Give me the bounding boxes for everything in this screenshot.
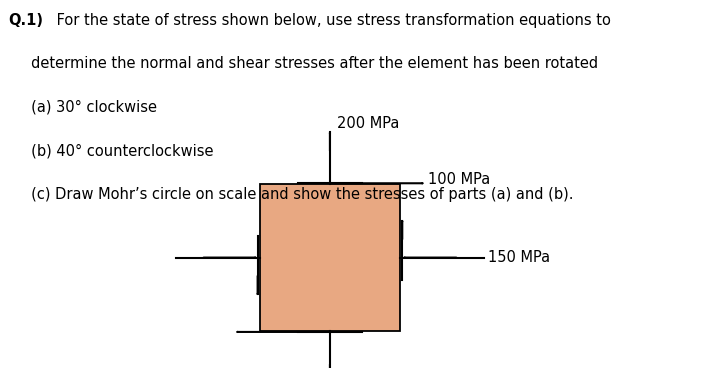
Text: 200 MPa: 200 MPa [337, 116, 399, 131]
Text: Q.1): Q.1) [8, 13, 44, 28]
Text: 150 MPa: 150 MPa [488, 250, 550, 265]
Text: (a) 30° clockwise: (a) 30° clockwise [8, 100, 157, 115]
Bar [260, 184, 400, 331]
Text: 100 MPa: 100 MPa [428, 172, 491, 187]
Text: determine the normal and shear stresses after the element has been rotated: determine the normal and shear stresses … [8, 56, 599, 71]
Text: (b) 40° counterclockwise: (b) 40° counterclockwise [8, 143, 214, 158]
Text: (c) Draw Mohr’s circle on scale and show the stresses of parts (a) and (b).: (c) Draw Mohr’s circle on scale and show… [8, 187, 574, 202]
Text: For the state of stress shown below, use stress transformation equations to: For the state of stress shown below, use… [52, 13, 611, 28]
